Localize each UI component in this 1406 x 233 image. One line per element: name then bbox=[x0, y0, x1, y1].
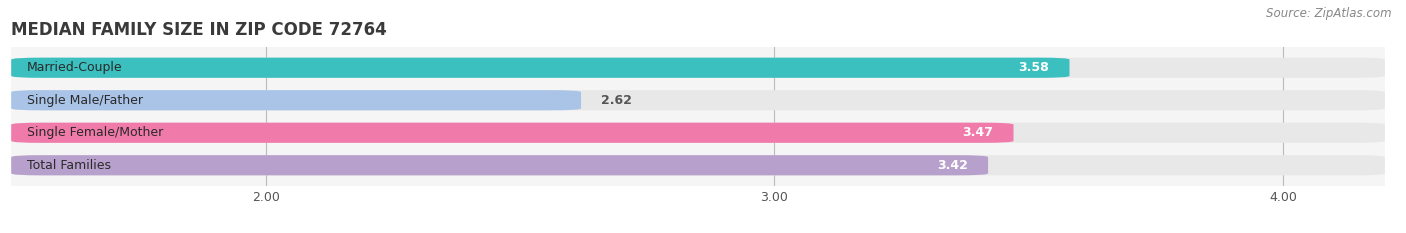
FancyBboxPatch shape bbox=[11, 58, 1385, 78]
Text: Married-Couple: Married-Couple bbox=[27, 61, 122, 74]
Text: Single Male/Father: Single Male/Father bbox=[27, 94, 142, 107]
FancyBboxPatch shape bbox=[11, 90, 1385, 110]
FancyBboxPatch shape bbox=[11, 58, 1070, 78]
FancyBboxPatch shape bbox=[11, 90, 581, 110]
Text: 2.62: 2.62 bbox=[602, 94, 633, 107]
Text: MEDIAN FAMILY SIZE IN ZIP CODE 72764: MEDIAN FAMILY SIZE IN ZIP CODE 72764 bbox=[11, 21, 387, 39]
FancyBboxPatch shape bbox=[11, 123, 1385, 143]
Text: 3.58: 3.58 bbox=[1018, 61, 1049, 74]
Text: Total Families: Total Families bbox=[27, 159, 111, 172]
FancyBboxPatch shape bbox=[11, 123, 1014, 143]
Text: 3.47: 3.47 bbox=[962, 126, 993, 139]
FancyBboxPatch shape bbox=[11, 155, 988, 175]
FancyBboxPatch shape bbox=[11, 155, 1385, 175]
Text: Single Female/Mother: Single Female/Mother bbox=[27, 126, 163, 139]
Text: Source: ZipAtlas.com: Source: ZipAtlas.com bbox=[1267, 7, 1392, 20]
Text: 3.42: 3.42 bbox=[936, 159, 967, 172]
